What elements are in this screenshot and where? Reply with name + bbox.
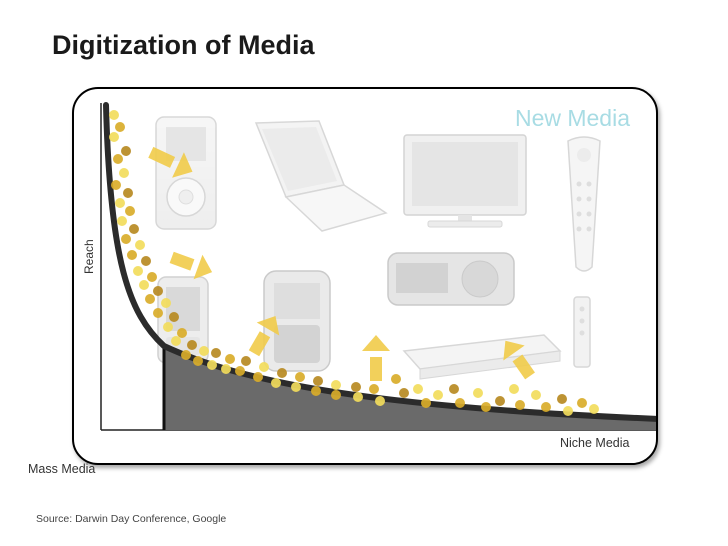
content-dot: [241, 356, 251, 366]
content-dots: [109, 110, 599, 416]
content-dot: [127, 250, 137, 260]
content-dot: [161, 298, 171, 308]
y-axis-label: Reach: [82, 239, 96, 274]
content-dot: [153, 286, 163, 296]
content-dot: [153, 308, 163, 318]
content-dot: [253, 372, 263, 382]
content-dot: [147, 272, 157, 282]
content-dot: [129, 224, 139, 234]
content-dot: [331, 380, 341, 390]
content-dot: [375, 396, 385, 406]
content-dot: [369, 384, 379, 394]
content-dot: [145, 294, 155, 304]
content-dot: [111, 180, 121, 190]
content-dot: [351, 382, 361, 392]
content-dot: [495, 396, 505, 406]
content-dot: [481, 402, 491, 412]
content-dot: [187, 340, 197, 350]
remote-control-icon: [573, 296, 591, 368]
long-tail-area: [164, 346, 656, 430]
content-dot: [123, 188, 133, 198]
content-dot: [313, 376, 323, 386]
x-axis-left-label: Mass Media: [28, 462, 96, 476]
arrow-down-left-icon: [248, 316, 280, 357]
content-dot: [235, 366, 245, 376]
content-dot: [211, 348, 221, 358]
content-dot: [353, 392, 363, 402]
content-dot: [331, 390, 341, 400]
content-dot: [115, 122, 125, 132]
content-dot: [531, 390, 541, 400]
dvd-player-icon: [402, 334, 562, 380]
content-dot: [121, 234, 131, 244]
content-dot: [271, 378, 281, 388]
arrow-down-right-icon: [503, 340, 535, 380]
content-dot: [449, 384, 459, 394]
arrow-down-icon: [362, 335, 390, 381]
diagram-frame: New Media Reach: [72, 87, 658, 465]
content-dot: [135, 240, 145, 250]
content-dot: [541, 402, 551, 412]
content-dot: [277, 368, 287, 378]
content-dot: [295, 372, 305, 382]
content-dot: [125, 206, 135, 216]
content-dot: [311, 386, 321, 396]
content-dot: [207, 360, 217, 370]
content-dot: [399, 388, 409, 398]
flat-tv-icon: [403, 134, 527, 228]
content-dot: [589, 404, 599, 414]
content-dot: [133, 266, 143, 276]
content-dot: [259, 362, 269, 372]
blackberry-icon: [263, 270, 331, 372]
content-dot: [199, 346, 209, 356]
satellite-radio-icon: [387, 252, 515, 306]
content-dot: [291, 382, 301, 392]
content-dot: [141, 256, 151, 266]
content-dot: [433, 390, 443, 400]
content-dot: [177, 328, 187, 338]
content-dot: [139, 280, 149, 290]
content-dot: [109, 110, 119, 120]
content-dot: [181, 350, 191, 360]
content-dot: [509, 384, 519, 394]
diagram-canvas: [100, 102, 656, 431]
content-dot: [221, 364, 231, 374]
content-dot: [119, 168, 129, 178]
content-dot: [121, 146, 131, 156]
content-dot: [563, 406, 573, 416]
content-dot: [455, 398, 465, 408]
laptop-icon: [254, 120, 388, 232]
content-dot: [115, 198, 125, 208]
content-dot: [577, 398, 587, 408]
content-dot: [391, 374, 401, 384]
content-dot: [113, 154, 123, 164]
arrow-down-left-icon: [169, 251, 213, 280]
source-citation: Source: Darwin Day Conference, Google: [36, 513, 227, 525]
x-axis-right-label: Niche Media: [560, 436, 630, 450]
content-dot: [421, 398, 431, 408]
content-dot: [225, 354, 235, 364]
content-dot: [413, 384, 423, 394]
content-dot: [163, 322, 173, 332]
content-dot: [515, 400, 525, 410]
tivo-remote-icon: [567, 136, 601, 272]
content-dot: [109, 132, 119, 142]
content-dot: [473, 388, 483, 398]
content-dot: [171, 336, 181, 346]
content-dot: [193, 356, 203, 366]
new-media-label: New Media: [514, 105, 630, 131]
content-dot: [169, 312, 179, 322]
slide-title: Digitization of Media: [52, 30, 315, 60]
content-dot: [557, 394, 567, 404]
migration-arrows: [148, 146, 535, 381]
content-dot: [117, 216, 127, 226]
arrow-down-left-icon: [148, 146, 193, 178]
